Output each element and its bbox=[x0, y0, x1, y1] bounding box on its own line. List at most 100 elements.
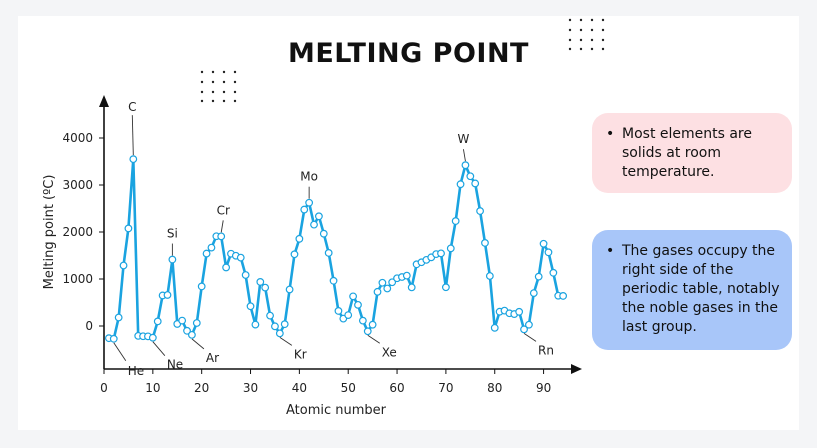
annotation-leader-line bbox=[367, 334, 380, 344]
data-point-marker bbox=[363, 327, 372, 336]
y-tick-label: 2000 bbox=[62, 225, 93, 239]
data-point-marker bbox=[310, 220, 318, 229]
data-point-marker bbox=[388, 278, 397, 287]
data-point-marker bbox=[529, 289, 538, 298]
dot-grid-decoration-left bbox=[200, 70, 237, 103]
annotation-label: Ar bbox=[206, 351, 219, 365]
data-point-marker bbox=[222, 263, 231, 272]
data-point-marker bbox=[148, 333, 157, 342]
data-point-marker bbox=[490, 323, 499, 332]
data-point-marker bbox=[202, 249, 211, 258]
data-point-marker bbox=[119, 261, 128, 270]
note-gases-text: The gases occupy the right side of the p… bbox=[622, 243, 780, 335]
annotation-label: Ne bbox=[167, 358, 183, 372]
data-point-marker bbox=[266, 311, 274, 320]
dot-grid-decoration-top-right bbox=[568, 18, 605, 51]
data-point-marker bbox=[300, 205, 309, 214]
data-point-marker bbox=[383, 284, 392, 293]
data-point-marker bbox=[183, 326, 191, 335]
data-point-marker bbox=[373, 287, 382, 296]
data-point-marker bbox=[525, 320, 533, 329]
data-point-marker bbox=[217, 232, 226, 241]
x-tick-label: 80 bbox=[487, 381, 502, 395]
annotation-label: W bbox=[457, 132, 469, 146]
data-point-marker bbox=[329, 276, 338, 285]
annotation-label: Kr bbox=[294, 347, 307, 361]
data-point-marker bbox=[315, 212, 323, 221]
data-point-marker bbox=[559, 292, 568, 300]
data-point-marker bbox=[178, 316, 187, 325]
data-point-marker bbox=[236, 253, 245, 262]
annotation-label: Xe bbox=[382, 345, 397, 359]
data-point-marker bbox=[481, 239, 489, 247]
data-point-marker bbox=[485, 272, 494, 280]
data-point-marker bbox=[188, 330, 196, 339]
x-tick-label: 10 bbox=[145, 381, 160, 395]
data-point-marker bbox=[471, 179, 480, 188]
data-point-marker bbox=[261, 283, 270, 292]
y-tick-label: 4000 bbox=[62, 131, 93, 145]
data-point-marker bbox=[319, 229, 328, 238]
data-point-marker bbox=[241, 271, 250, 279]
data-point-marker bbox=[451, 217, 460, 225]
data-point-marker bbox=[271, 322, 279, 331]
data-point-marker bbox=[456, 180, 465, 189]
x-tick-label: 0 bbox=[100, 381, 108, 395]
data-point-marker bbox=[407, 283, 416, 292]
data-point-marker bbox=[461, 161, 470, 170]
data-point-marker bbox=[256, 278, 265, 286]
data-point-marker bbox=[275, 329, 284, 338]
data-point-marker bbox=[114, 313, 123, 322]
x-tick-label: 50 bbox=[341, 381, 356, 395]
note-solids-text: Most elements are solids at room tempera… bbox=[622, 126, 752, 180]
data-point-marker bbox=[515, 307, 524, 316]
data-point-marker bbox=[305, 198, 314, 207]
annotation-leader-line bbox=[462, 149, 466, 162]
x-axis-arrow-icon bbox=[571, 364, 582, 374]
y-tick-label: 3000 bbox=[62, 178, 93, 192]
x-tick-label: 60 bbox=[389, 381, 404, 395]
data-point-marker bbox=[441, 283, 450, 292]
data-point-marker bbox=[124, 224, 133, 233]
data-point-marker bbox=[534, 272, 543, 281]
data-point-marker bbox=[520, 325, 528, 334]
y-axis-arrow-icon bbox=[99, 95, 109, 107]
data-point-marker bbox=[349, 292, 357, 301]
data-point-marker bbox=[437, 249, 445, 258]
data-point-marker bbox=[129, 155, 138, 164]
x-axis-label: Atomic number bbox=[286, 403, 387, 418]
data-point-marker bbox=[109, 334, 118, 343]
slide-card bbox=[18, 16, 799, 430]
annotation-label: Rn bbox=[538, 343, 554, 357]
data-point-marker bbox=[549, 268, 558, 277]
annotation-leader-line bbox=[113, 342, 127, 362]
data-point-marker bbox=[446, 244, 455, 253]
data-point-marker bbox=[207, 243, 216, 252]
annotation-label: Mo bbox=[300, 170, 318, 184]
data-point-marker bbox=[163, 291, 172, 299]
data-point-marker bbox=[324, 249, 333, 257]
annotation-leader-line bbox=[131, 115, 134, 156]
annotation-leader-line bbox=[523, 332, 537, 342]
annotation-label: C bbox=[128, 100, 136, 114]
slide-title: MELTING POINT bbox=[288, 38, 529, 69]
annotation-label: Cr bbox=[217, 203, 230, 217]
x-tick-label: 20 bbox=[194, 381, 209, 395]
data-point-marker bbox=[544, 248, 553, 257]
note-gases: • The gases occupy the right side of the… bbox=[592, 230, 792, 350]
y-tick-label: 0 bbox=[85, 319, 93, 333]
data-point-marker bbox=[192, 319, 201, 327]
x-tick-label: 90 bbox=[536, 381, 551, 395]
x-tick-label: 70 bbox=[438, 381, 453, 395]
data-point-marker bbox=[539, 239, 548, 248]
data-point-marker bbox=[153, 317, 162, 326]
data-point-marker bbox=[358, 316, 367, 325]
bullet-icon: • bbox=[606, 126, 615, 142]
data-point-marker bbox=[354, 300, 362, 309]
x-tick-label: 30 bbox=[243, 381, 258, 395]
x-tick-label: 40 bbox=[292, 381, 307, 395]
data-point-marker bbox=[295, 234, 304, 243]
annotation-label: He bbox=[128, 364, 144, 378]
